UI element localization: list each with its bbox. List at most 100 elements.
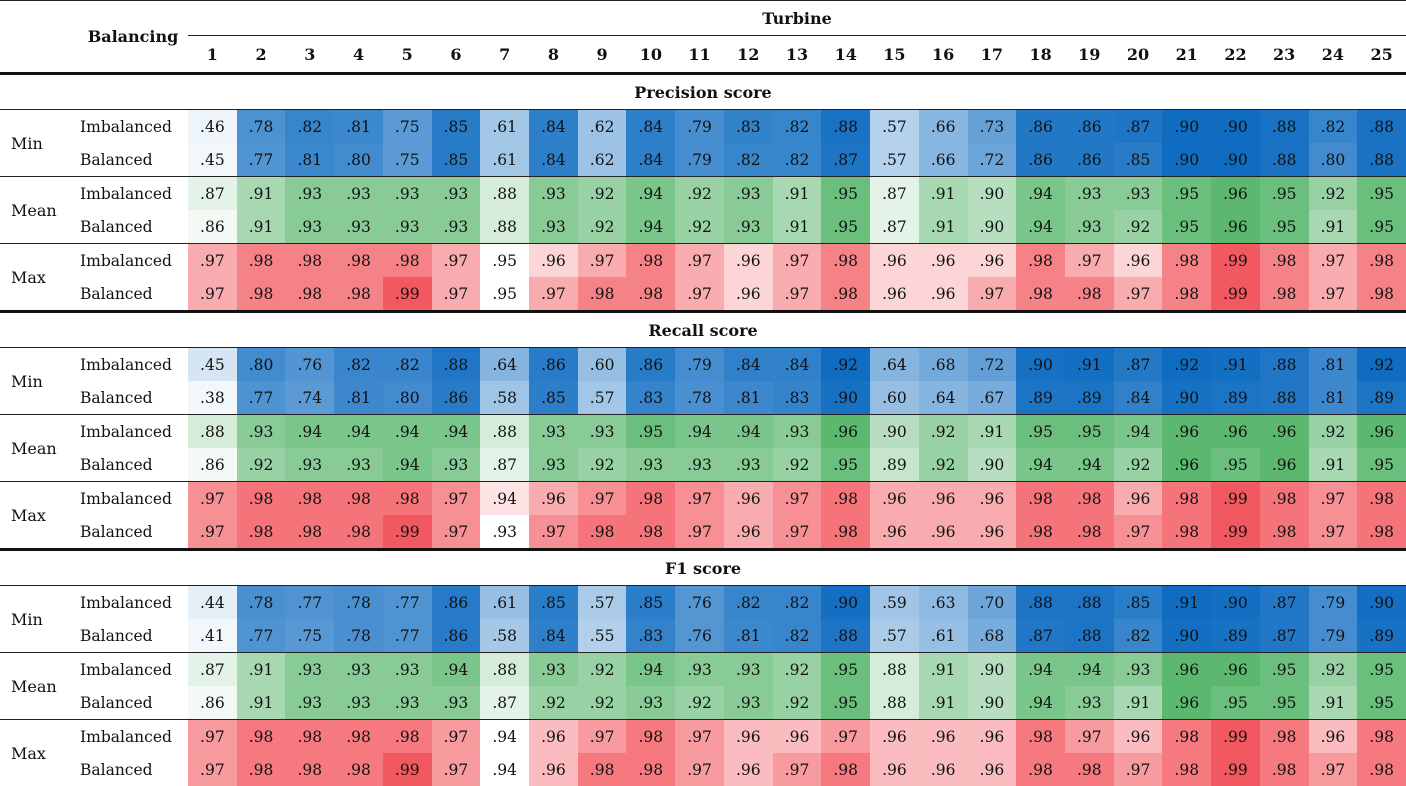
score-cell: .95	[480, 277, 529, 312]
score-cell: .95	[821, 653, 870, 687]
score-cell: .87	[480, 448, 529, 482]
score-cell: .97	[432, 720, 481, 754]
score-cell: .82	[773, 586, 822, 620]
score-cell: .91	[919, 653, 968, 687]
score-cell: .92	[773, 653, 822, 687]
turbine-number-header: 15	[870, 36, 919, 74]
score-cell: .80	[237, 348, 286, 382]
score-cell: .82	[383, 348, 432, 382]
score-cell: .94	[383, 415, 432, 449]
aggregate-label: Min	[0, 110, 78, 177]
score-cell: .93	[1065, 210, 1114, 244]
score-cell: .87	[188, 653, 237, 687]
score-cell: .86	[432, 381, 481, 415]
score-cell: .78	[334, 586, 383, 620]
score-cell: .95	[480, 244, 529, 278]
score-cell: .96	[1162, 653, 1211, 687]
score-cell: .96	[1309, 720, 1358, 754]
score-cell: .94	[480, 753, 529, 786]
score-cell: .90	[870, 415, 919, 449]
score-cell: .90	[1162, 619, 1211, 653]
score-cell: .92	[1114, 210, 1163, 244]
score-cell: .90	[1162, 381, 1211, 415]
score-cell: .57	[870, 143, 919, 177]
score-cell: .94	[626, 653, 675, 687]
score-cell: .97	[675, 515, 724, 550]
score-cell: .73	[968, 110, 1017, 144]
header-row-turbine: Balancing Turbine	[0, 1, 1406, 36]
score-cell: .93	[675, 448, 724, 482]
score-cell: .97	[675, 277, 724, 312]
score-cell: .98	[383, 244, 432, 278]
score-row: Balanced.97.98.98.98.99.97.94.96.98.98.9…	[0, 753, 1406, 786]
score-cell: .98	[1065, 515, 1114, 550]
score-cell: .91	[237, 177, 286, 211]
score-cell: .95	[821, 448, 870, 482]
balancing-label: Imbalanced	[78, 110, 188, 144]
score-cell: .96	[1211, 210, 1260, 244]
score-cell: .84	[529, 619, 578, 653]
score-cell: .96	[870, 720, 919, 754]
score-cell: .93	[285, 686, 334, 720]
score-cell: .96	[724, 720, 773, 754]
header-blank-cell	[0, 1, 78, 74]
score-cell: .74	[285, 381, 334, 415]
score-cell: .91	[1211, 348, 1260, 382]
score-cell: .93	[1065, 686, 1114, 720]
score-cell: .99	[1211, 482, 1260, 516]
score-cell: .94	[1016, 210, 1065, 244]
balancing-label: Balanced	[78, 277, 188, 312]
score-cell: .97	[188, 753, 237, 786]
score-cell: .88	[1065, 619, 1114, 653]
score-cell: .87	[1114, 348, 1163, 382]
score-row: Balanced.97.98.98.98.99.97.93.97.98.98.9…	[0, 515, 1406, 550]
score-cell: .45	[188, 143, 237, 177]
score-cell: .70	[968, 586, 1017, 620]
score-cell: .98	[821, 515, 870, 550]
score-cell: .86	[1065, 143, 1114, 177]
score-cell: .90	[968, 210, 1017, 244]
score-cell: .85	[529, 381, 578, 415]
balancing-label: Balanced	[78, 619, 188, 653]
score-cell: .96	[724, 277, 773, 312]
score-cell: .94	[285, 415, 334, 449]
score-cell: .98	[578, 277, 627, 312]
score-row: Balanced.38.77.74.81.80.86.58.85.57.83.7…	[0, 381, 1406, 415]
score-cell: .92	[919, 415, 968, 449]
score-cell: .92	[773, 448, 822, 482]
score-cell: .82	[724, 586, 773, 620]
score-cell: .96	[870, 277, 919, 312]
score-cell: .93	[1065, 177, 1114, 211]
score-cell: .93	[529, 177, 578, 211]
score-cell: .89	[870, 448, 919, 482]
score-row: Balanced.86.91.93.93.93.93.87.92.92.93.9…	[0, 686, 1406, 720]
score-cell: .95	[1357, 653, 1406, 687]
score-cell: .63	[919, 586, 968, 620]
score-cell: .95	[1357, 210, 1406, 244]
score-cell: .98	[334, 277, 383, 312]
score-cell: .96	[1114, 720, 1163, 754]
score-cell: .96	[968, 482, 1017, 516]
score-row: Balanced.86.91.93.93.93.93.88.93.92.94.9…	[0, 210, 1406, 244]
score-cell: .97	[1114, 277, 1163, 312]
score-cell: .96	[529, 753, 578, 786]
score-cell: .77	[285, 586, 334, 620]
score-cell: .93	[383, 686, 432, 720]
score-cell: .57	[870, 619, 919, 653]
score-cell: .82	[773, 110, 822, 144]
score-cell: .97	[432, 753, 481, 786]
aggregate-label: Mean	[0, 653, 78, 720]
score-cell: .98	[1162, 515, 1211, 550]
score-cell: .98	[1016, 244, 1065, 278]
score-cell: .81	[334, 110, 383, 144]
turbine-number-header: 7	[480, 36, 529, 74]
balancing-label: Balanced	[78, 753, 188, 786]
score-cell: .98	[1065, 753, 1114, 786]
score-cell: .92	[773, 686, 822, 720]
score-cell: .97	[675, 720, 724, 754]
score-cell: .85	[1114, 143, 1163, 177]
